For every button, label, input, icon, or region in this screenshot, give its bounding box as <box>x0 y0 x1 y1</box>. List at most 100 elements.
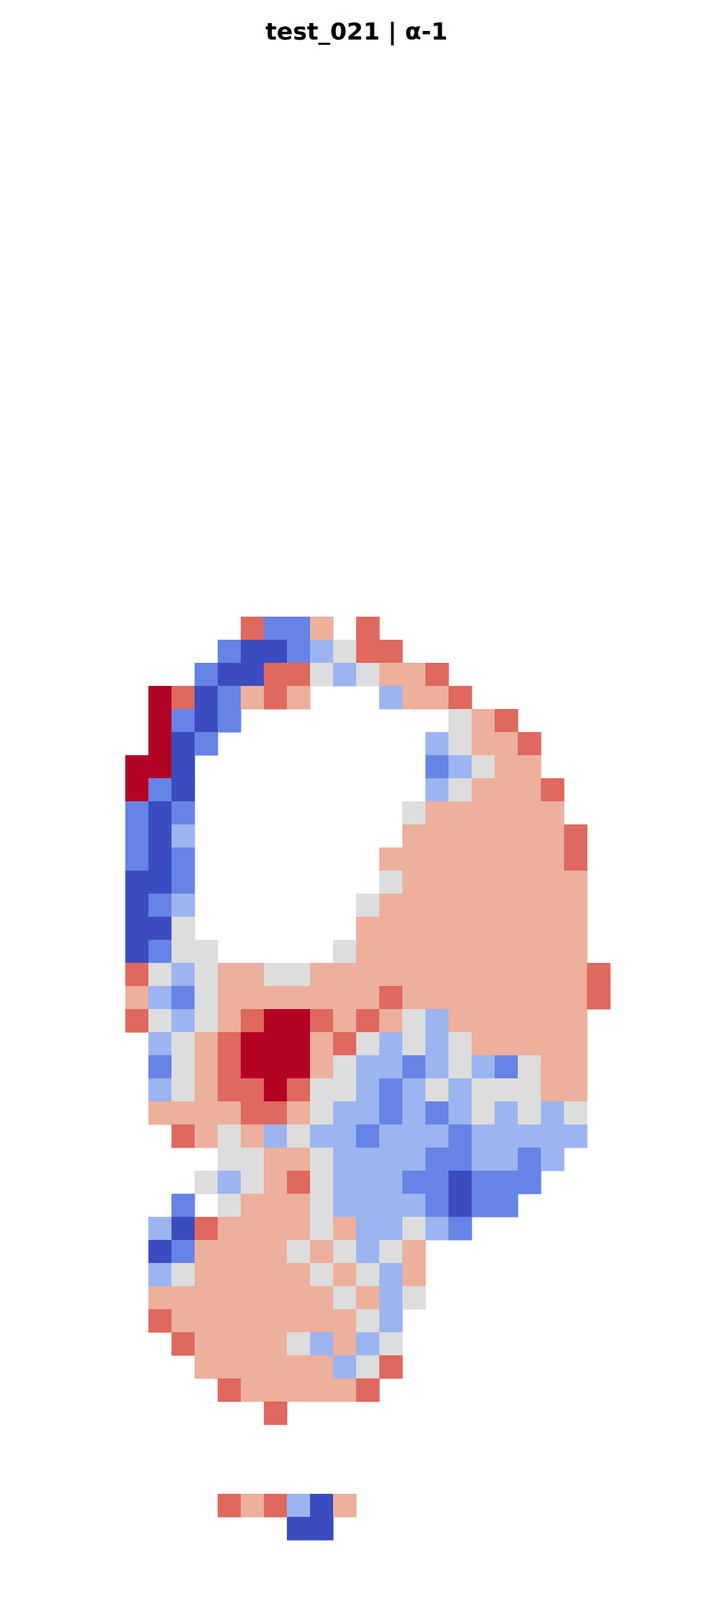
heatmap-cell <box>286 1101 311 1126</box>
heatmap-cell <box>286 1124 311 1149</box>
heatmap-cell <box>217 1263 242 1287</box>
heatmap-cell <box>310 1332 334 1357</box>
heatmap-cell <box>356 1355 380 1380</box>
heatmap-cell <box>194 662 219 687</box>
heatmap-cell <box>171 847 196 872</box>
heatmap-cell <box>517 1101 542 1126</box>
heatmap-cell <box>240 616 265 641</box>
heatmap-cell <box>310 1124 334 1149</box>
heatmap-cell <box>217 685 242 710</box>
heatmap-cell <box>333 1170 357 1195</box>
heatmap-cell <box>240 639 265 664</box>
heatmap-cell <box>540 824 565 849</box>
heatmap-cell <box>286 1517 311 1541</box>
heatmap-cell <box>194 1170 219 1195</box>
title: test_021 | α-1 <box>265 17 448 46</box>
heatmap-cell <box>425 662 450 687</box>
heatmap-cell <box>448 732 473 756</box>
heatmap-cell <box>448 1170 473 1195</box>
heatmap-cell <box>356 1332 380 1357</box>
heatmap-cell <box>425 1193 450 1218</box>
heatmap-cell <box>125 778 150 803</box>
heatmap-cell <box>379 1101 403 1126</box>
heatmap-cell <box>171 732 196 756</box>
heatmap-cell <box>263 1332 288 1357</box>
heatmap-cell <box>517 801 542 826</box>
heatmap-cell <box>379 1355 403 1380</box>
heatmap-cell <box>494 986 519 1010</box>
heatmap-cell <box>148 1286 173 1310</box>
heatmap-cell <box>540 1101 565 1126</box>
heatmap-cell <box>333 1355 357 1380</box>
heatmap-cell <box>563 1032 588 1056</box>
heatmap-cell <box>240 662 265 687</box>
heatmap-cell <box>402 847 427 872</box>
heatmap-cell <box>402 1263 427 1287</box>
heatmap-cell <box>471 1101 496 1126</box>
heatmap-cell <box>425 939 450 964</box>
heatmap-cell <box>356 1263 380 1287</box>
heatmap-cell <box>356 1055 380 1080</box>
heatmap-cell <box>356 1193 380 1218</box>
heatmap-cell <box>125 986 150 1010</box>
heatmap-cell <box>240 1240 265 1264</box>
heatmap-cell <box>310 1309 334 1333</box>
heatmap-cell <box>425 778 450 803</box>
heatmap-cell <box>402 1147 427 1172</box>
heatmap-cell <box>333 1032 357 1056</box>
heatmap-cell <box>194 685 219 710</box>
heatmap-cell <box>333 1493 357 1518</box>
heatmap-cell <box>425 1055 450 1080</box>
heatmap-cell <box>356 1078 380 1103</box>
heatmap-cell <box>563 1124 588 1149</box>
heatmap-cell <box>563 1101 588 1126</box>
heatmap-cell <box>194 1216 219 1241</box>
heatmap-cell <box>471 916 496 941</box>
heatmap-cell <box>379 1240 403 1264</box>
heatmap-cell <box>310 962 334 987</box>
heatmap-cell <box>379 1147 403 1172</box>
heatmap-cell <box>356 1240 380 1264</box>
heatmap-cell <box>310 1493 334 1518</box>
heatmap-cell <box>286 986 311 1010</box>
heatmap-cell <box>471 939 496 964</box>
heatmap-cell <box>148 1309 173 1333</box>
heatmap-cell <box>448 1124 473 1149</box>
heatmap-cell <box>263 639 288 664</box>
heatmap-cell <box>240 1032 265 1056</box>
heatmap-cell <box>356 893 380 918</box>
heatmap-cell <box>333 1124 357 1149</box>
heatmap-cell <box>333 1332 357 1357</box>
heatmap-cell <box>171 1055 196 1080</box>
heatmap-cell <box>171 1216 196 1241</box>
heatmap-cell <box>425 755 450 779</box>
heatmap-cell <box>148 916 173 941</box>
heatmap-cell <box>540 916 565 941</box>
heatmap-cell <box>402 986 427 1010</box>
heatmap-cell <box>379 1055 403 1080</box>
heatmap-cell <box>310 1032 334 1056</box>
heatmap-cell <box>402 801 427 826</box>
heatmap-cell <box>356 1170 380 1195</box>
heatmap-cell <box>448 824 473 849</box>
heatmap-cell <box>286 1216 311 1241</box>
heatmap-cell <box>125 962 150 987</box>
heatmap-cell <box>402 662 427 687</box>
heatmap-cell <box>540 870 565 895</box>
heatmap-cell <box>563 986 588 1010</box>
heatmap-cell <box>148 939 173 964</box>
heatmap-cell <box>148 1032 173 1056</box>
heatmap-cell <box>263 1493 288 1518</box>
heatmap-cell <box>425 870 450 895</box>
heatmap-cell <box>171 778 196 803</box>
heatmap-cell <box>263 1378 288 1403</box>
heatmap-cell <box>263 1401 288 1426</box>
heatmap-cell <box>356 1216 380 1241</box>
heatmap-cell <box>517 1124 542 1149</box>
heatmap-cell <box>448 685 473 710</box>
heatmap-cell <box>333 1216 357 1241</box>
heatmap-cell <box>125 824 150 849</box>
heatmap-cell <box>148 1263 173 1287</box>
heatmap-cell <box>540 893 565 918</box>
heatmap-cell <box>194 962 219 987</box>
